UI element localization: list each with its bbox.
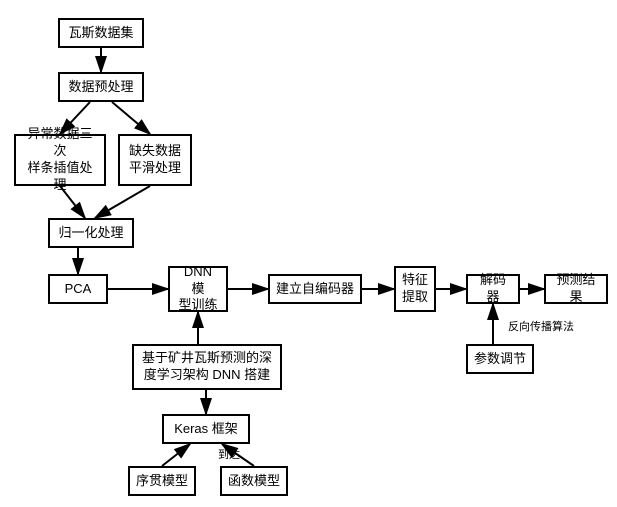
flow-node-n10: 解码器 <box>466 274 520 304</box>
flow-node-n3: 异常数据三次样条插值处理 <box>14 134 106 186</box>
flow-node-n14: 序贯模型 <box>128 466 196 496</box>
flow-edge-4 <box>95 186 150 218</box>
flow-node-n2: 数据预处理 <box>58 72 144 102</box>
flow-node-n11: 预测结果 <box>544 274 608 304</box>
flow-node-n16: 参数调节 <box>466 344 534 374</box>
edge-label-l1: 到达 <box>218 446 240 462</box>
flow-node-n6: PCA <box>48 274 108 304</box>
flow-node-n4: 缺失数据平滑处理 <box>118 134 192 186</box>
flow-node-n5: 归一化处理 <box>48 218 134 248</box>
flow-node-n15: 函数模型 <box>220 466 288 496</box>
flow-node-n7: DNN 模型训练 <box>168 266 228 312</box>
flow-node-n1: 瓦斯数据集 <box>58 18 144 48</box>
flow-node-n8: 建立自编码器 <box>268 274 362 304</box>
flow-edge-2 <box>112 102 150 134</box>
flow-node-n13: Keras 框架 <box>162 414 250 444</box>
flow-node-n9: 特征提取 <box>394 266 436 312</box>
flow-node-n12: 基于矿井瓦斯预测的深度学习架构 DNN 搭建 <box>132 344 282 390</box>
edge-label-l2: 反向传播算法 <box>508 318 574 334</box>
flow-edge-13 <box>162 444 190 466</box>
